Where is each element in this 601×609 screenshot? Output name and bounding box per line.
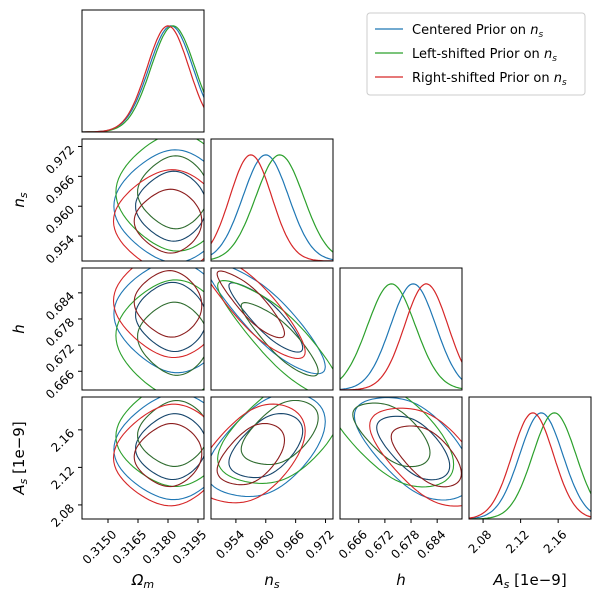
legend-label-centered: Centered Prior on ns <box>412 23 543 40</box>
ytick-label-h-2: 0.678 <box>43 315 77 349</box>
contour-h-ns-right-68 <box>216 270 286 339</box>
ytick-label-h-3: 0.684 <box>43 289 77 323</box>
density-As-right <box>469 412 591 519</box>
contour-h-ns-left-95 <box>217 280 333 390</box>
panel-frame-ns-ns <box>210 138 334 262</box>
ytick-label-As-1: 2.12 <box>48 464 77 493</box>
xtick-label-ns-3: 0.972 <box>303 527 337 561</box>
contour-As-ns-centered-68 <box>228 413 304 479</box>
panel-ns-ns <box>210 138 334 262</box>
contour-As-ns-right-68 <box>216 422 286 486</box>
xlabel-ns: ns <box>264 571 280 591</box>
contour-As-ns-centered-95 <box>211 397 326 498</box>
contour-h-om-left-95 <box>115 279 204 390</box>
legend-box <box>366 12 586 96</box>
ytick-label-As-2: 2.16 <box>48 426 77 455</box>
xtick-label-h-1: 0.672 <box>362 527 396 561</box>
ytick-label-h-0: 0.666 <box>43 367 77 401</box>
ytick-label-ns-0: 0.954 <box>43 232 77 266</box>
contour-As-h-left-95 <box>340 397 455 488</box>
xtick-label-ns-0: 0.954 <box>213 527 247 561</box>
contour-h-om-right-68 <box>133 270 203 338</box>
contour-As-om-left-68 <box>137 399 204 467</box>
panel-h-h <box>339 267 463 391</box>
density-h-left <box>340 283 462 390</box>
panel-frame-ns-om <box>81 138 205 262</box>
contour-As-om-left-95 <box>115 397 204 488</box>
contour-ns-om-left-68 <box>137 155 204 230</box>
density-As-centered <box>469 412 591 519</box>
density-ns-centered <box>211 154 333 261</box>
xtick-label-As-2: 2.16 <box>541 527 570 556</box>
density-ns-left <box>211 154 333 260</box>
xtick-label-om-3: 0.3195 <box>170 527 210 567</box>
panel-frame-As-h <box>339 396 463 520</box>
contour-As-h-left-68 <box>352 402 431 468</box>
panel-frame-om-om <box>81 9 205 133</box>
contour-h-ns-centered-95 <box>211 268 326 375</box>
density-om-right <box>82 25 204 132</box>
panel-h-ns <box>210 267 334 391</box>
legend-label-left: Left-shifted Prior on ns <box>412 47 557 64</box>
density-As-left <box>469 412 591 519</box>
contour-As-h-right-68 <box>390 425 462 488</box>
density-ns-right <box>211 154 333 261</box>
ytick-label-As-0: 2.08 <box>48 501 77 530</box>
xtick-label-ns-1: 0.960 <box>243 527 277 561</box>
contour-As-ns-right-95 <box>211 403 306 504</box>
panel-frame-h-om <box>81 267 205 391</box>
panel-frame-As-As <box>468 396 592 520</box>
contour-As-om-centered-68 <box>135 413 204 481</box>
contour-As-om-right-95 <box>112 403 204 507</box>
ytick-label-ns-1: 0.960 <box>43 202 77 236</box>
contour-As-om-right-68 <box>133 423 203 488</box>
ylabel-h: h <box>10 324 28 334</box>
xtick-label-h-2: 0.678 <box>388 527 422 561</box>
density-h-centered <box>340 283 462 390</box>
panel-frame-h-h <box>339 267 463 391</box>
panel-As-As: 2.08 2.12 2.16 <box>466 396 592 556</box>
legend: Centered Prior on ns Left-shifted Prior o… <box>366 12 586 96</box>
contour-ns-om-centered-95 <box>113 149 204 261</box>
xtick-label-As-0: 2.08 <box>466 527 495 556</box>
ylabel-ns: ns <box>10 192 30 208</box>
contour-As-h-right-95 <box>369 407 462 507</box>
contour-h-ns-left-68 <box>240 302 319 377</box>
panel-frame-h-ns <box>210 267 334 391</box>
panel-frame-As-ns <box>210 396 334 520</box>
xlabel-om: Ωm <box>131 571 154 591</box>
xtick-label-ns-2: 0.966 <box>273 527 307 561</box>
xtick-label-As-1: 2.12 <box>503 527 532 556</box>
contour-h-om-right-95 <box>112 268 204 359</box>
ytick-label-ns-2: 0.966 <box>43 173 77 207</box>
contour-ns-om-centered-68 <box>135 170 204 242</box>
contour-h-om-centered-68 <box>135 281 204 353</box>
ytick-label-h-1: 0.672 <box>43 341 77 375</box>
ytick-label-ns-3: 0.972 <box>43 143 77 177</box>
contour-h-om-left-68 <box>137 301 204 376</box>
panel-om-om <box>81 9 205 133</box>
xtick-label-h-0: 0.666 <box>336 527 370 561</box>
density-h-right <box>340 283 462 390</box>
contour-ns-om-right-68 <box>133 188 203 254</box>
contour-ns-om-right-95 <box>112 169 204 261</box>
axis-labels: Ωm ns h As [1e−9] ns h As [1e−9] <box>10 192 567 591</box>
contour-As-ns-left-95 <box>217 397 333 484</box>
contour-As-ns-left-68 <box>240 399 319 466</box>
xtick-label-h-3: 0.684 <box>414 527 448 561</box>
xlabel-h: h <box>396 571 406 589</box>
contour-h-ns-centered-68 <box>228 282 304 353</box>
contour-h-ns-right-95 <box>211 268 306 360</box>
legend-label-right: Right-shifted Prior on ns <box>412 71 567 88</box>
xlabel-As: As [1e−9] <box>492 571 566 591</box>
contour-ns-om-left-95 <box>115 139 204 252</box>
panel-frame-As-om <box>81 396 205 520</box>
ylabel-As: As [1e−9] <box>10 421 30 495</box>
